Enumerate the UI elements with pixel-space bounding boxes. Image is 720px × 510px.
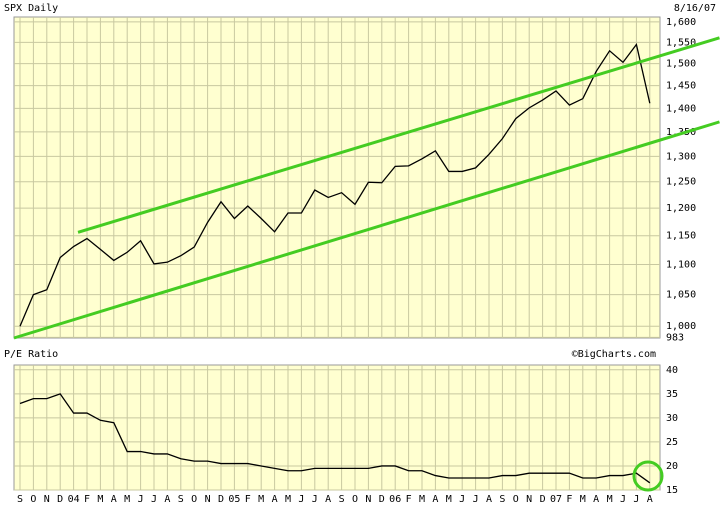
y-tick-label: 1,600 — [666, 17, 696, 28]
y-tick-label: 1,400 — [666, 103, 696, 114]
x-tick-label: J — [473, 494, 479, 505]
y-tick-label: 35 — [666, 389, 678, 400]
x-tick-label: N — [526, 494, 532, 505]
credit: ©BigCharts.com — [572, 349, 656, 360]
x-tick-label: J — [312, 494, 318, 505]
price-title: SPX Daily — [4, 3, 58, 14]
x-tick-label: O — [513, 494, 519, 505]
x-tick-label: S — [17, 494, 23, 505]
y-tick-label: 1,550 — [666, 37, 696, 48]
x-tick-label: 04 — [68, 494, 80, 505]
x-tick-label: J — [633, 494, 639, 505]
x-tick-label: A — [272, 494, 278, 505]
x-tick-label: O — [191, 494, 197, 505]
x-tick-label: 06 — [389, 494, 401, 505]
x-tick-label: 05 — [228, 494, 240, 505]
x-tick-label: S — [499, 494, 505, 505]
price-line — [19, 42, 651, 327]
y-tick-label: 1,100 — [666, 260, 696, 271]
pe-panel — [13, 364, 661, 491]
price-panel — [13, 16, 661, 339]
x-tick-label: S — [178, 494, 184, 505]
x-tick-label: M — [607, 494, 613, 505]
x-tick-label: A — [111, 494, 117, 505]
x-tick-label: M — [285, 494, 291, 505]
y-tick-label: 15 — [666, 485, 678, 496]
y-tick-label: 20 — [666, 461, 678, 472]
y-tick-label: 1,200 — [666, 203, 696, 214]
x-tick-label: M — [446, 494, 452, 505]
x-tick-label: D — [57, 494, 63, 505]
x-tick-label: M — [580, 494, 586, 505]
x-tick-label: J — [459, 494, 465, 505]
x-tick-label: N — [365, 494, 371, 505]
x-tick-label: M — [258, 494, 264, 505]
x-tick-label: O — [30, 494, 36, 505]
y-tick-label: 40 — [666, 365, 678, 376]
y-tick-label: 30 — [666, 413, 678, 424]
x-tick-label: 07 — [550, 494, 562, 505]
x-tick-label: A — [593, 494, 599, 505]
x-tick-label: S — [339, 494, 345, 505]
trend-line — [77, 36, 720, 234]
y-tick-label: 1,300 — [666, 151, 696, 162]
price-line — [19, 393, 651, 484]
x-tick-label: F — [245, 494, 251, 505]
y-tick-label: 25 — [666, 437, 678, 448]
marks — [13, 36, 720, 484]
x-tick-label: D — [540, 494, 546, 505]
x-tick-label: A — [325, 494, 331, 505]
x-tick-label: F — [84, 494, 90, 505]
date: 8/16/07 — [674, 3, 716, 14]
x-tick-label: M — [419, 494, 425, 505]
x-tick-label: D — [218, 494, 224, 505]
pe-title: P/E Ratio — [4, 349, 58, 360]
x-tick-label: M — [124, 494, 130, 505]
x-tick-label: M — [97, 494, 103, 505]
x-tick-label: D — [379, 494, 385, 505]
y-tick-label: 983 — [666, 332, 684, 343]
x-tick-label: A — [486, 494, 492, 505]
trend-line — [13, 120, 720, 340]
x-tick-label: A — [432, 494, 438, 505]
x-tick-label: A — [164, 494, 170, 505]
y-tick-label: 1,500 — [666, 59, 696, 70]
grids: 1,0001,0501,1001,1501,2001,2501,3001,350… — [14, 17, 696, 505]
y-tick-label: 1,450 — [666, 81, 696, 92]
x-tick-label: F — [566, 494, 572, 505]
x-tick-label: O — [352, 494, 358, 505]
x-tick-label: N — [44, 494, 50, 505]
x-tick-label: J — [620, 494, 626, 505]
y-tick-label: 1,250 — [666, 177, 696, 188]
y-tick-label: 1,000 — [666, 321, 696, 332]
x-tick-label: N — [205, 494, 211, 505]
y-tick-label: 1,050 — [666, 290, 696, 301]
highlight-circle — [632, 460, 664, 492]
y-tick-label: 1,150 — [666, 231, 696, 242]
x-tick-label: A — [647, 494, 653, 505]
x-tick-label: F — [406, 494, 412, 505]
x-tick-label: J — [151, 494, 157, 505]
x-tick-label: J — [298, 494, 304, 505]
x-tick-label: J — [138, 494, 144, 505]
